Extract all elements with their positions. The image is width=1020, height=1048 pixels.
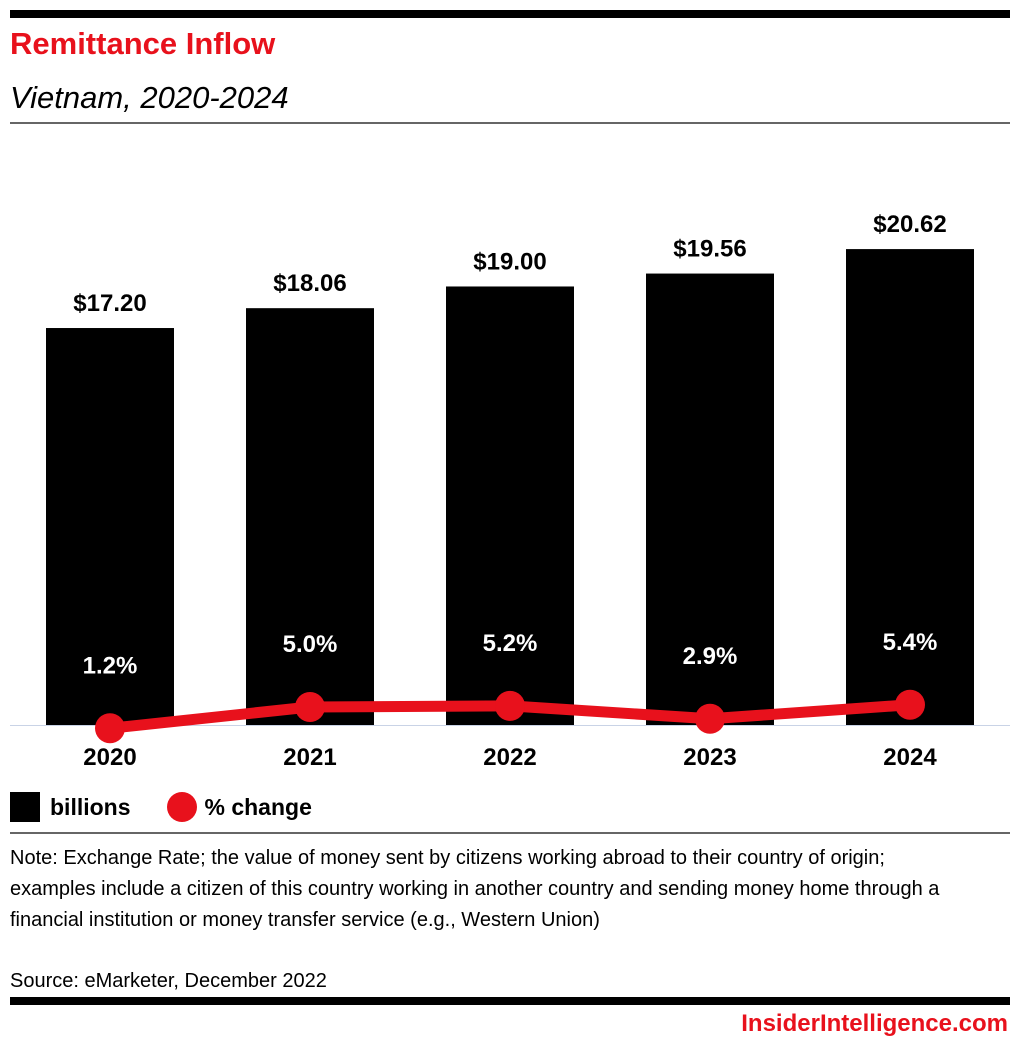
bar-value-label-2020: $17.20 bbox=[73, 290, 146, 317]
bar-2021 bbox=[246, 308, 374, 725]
legend-bar-label: billions bbox=[50, 793, 131, 820]
x-tick-label-2023: 2023 bbox=[683, 744, 736, 771]
legend-line-swatch bbox=[166, 792, 197, 822]
chart-source: Source: eMarketer, December 2022 bbox=[10, 970, 327, 992]
chart-title: Remittance Inflow bbox=[10, 26, 276, 61]
bar-value-label-2023: $19.56 bbox=[673, 236, 746, 263]
pct-change-point-2020 bbox=[95, 713, 125, 744]
pct-change-point-2022 bbox=[495, 690, 525, 721]
x-tick-label-2021: 2021 bbox=[283, 744, 336, 771]
pct-change-label-2020: 1.2% bbox=[83, 652, 138, 679]
bar-value-label-2024: $20.62 bbox=[873, 211, 946, 238]
bar-2020 bbox=[46, 328, 174, 725]
pct-change-label-2021: 5.0% bbox=[283, 631, 338, 658]
legend-bar-swatch bbox=[10, 792, 40, 822]
pct-change-label-2024: 5.4% bbox=[883, 629, 938, 656]
legend-line-label: % change bbox=[204, 793, 312, 820]
bar-2024 bbox=[846, 249, 974, 725]
title-divider bbox=[10, 122, 1010, 124]
pct-change-label-2022: 5.2% bbox=[483, 630, 538, 657]
bar-value-label-2021: $18.06 bbox=[273, 270, 346, 297]
bar-2022 bbox=[446, 286, 574, 725]
pct-change-point-2024 bbox=[895, 689, 925, 720]
brand-link[interactable]: InsiderIntelligence.com bbox=[741, 1010, 1008, 1037]
bar-value-label-2022: $19.00 bbox=[473, 248, 546, 275]
x-tick-label-2024: 2024 bbox=[883, 744, 937, 771]
pct-change-point-2021 bbox=[295, 692, 325, 722]
pct-change-point-2023 bbox=[695, 703, 725, 734]
x-tick-label-2020: 2020 bbox=[83, 744, 136, 771]
legend-divider bbox=[10, 832, 1010, 834]
top-rule bbox=[10, 10, 1010, 18]
chart-subtitle: Vietnam, 2020-2024 bbox=[10, 80, 289, 115]
legend: billions % change bbox=[10, 792, 312, 822]
bottom-rule bbox=[10, 997, 1010, 1005]
pct-change-label-2023: 2.9% bbox=[683, 643, 738, 670]
plot-area: $17.20 2020 $18.06 2021 $19.00 2022 $19.56 2023… bbox=[10, 211, 1010, 771]
bar-2023 bbox=[646, 273, 774, 725]
chart-note: Note: Exchange Rate; the value of money … bbox=[10, 847, 940, 931]
x-tick-label-2022: 2022 bbox=[483, 744, 536, 771]
